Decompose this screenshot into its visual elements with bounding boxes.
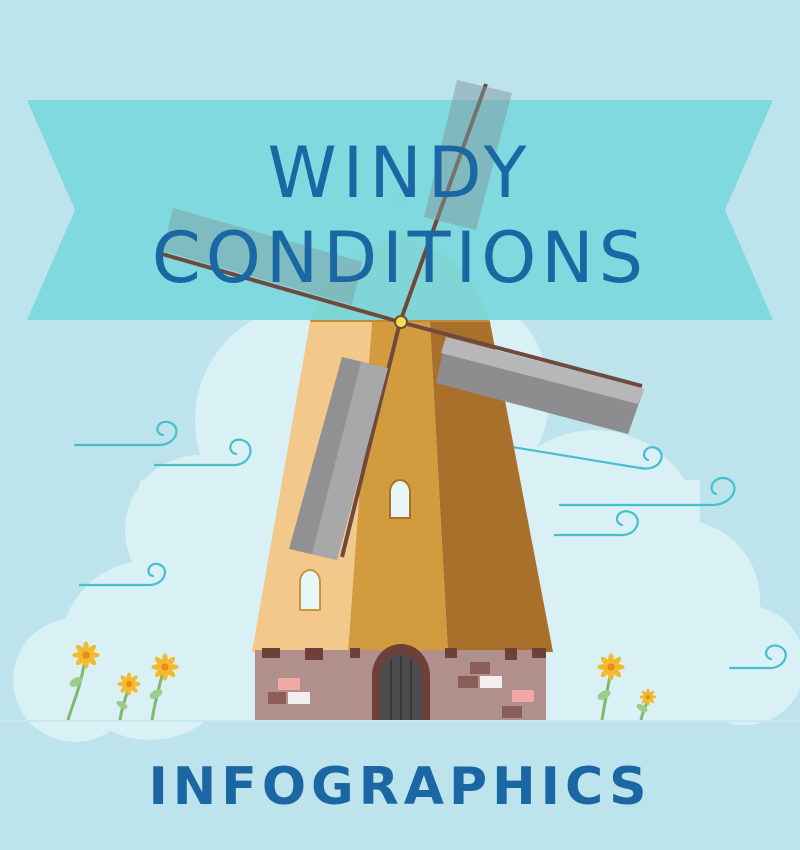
title-banner <box>27 100 773 320</box>
wind-swirls <box>73 420 787 670</box>
flowers-right <box>597 653 657 721</box>
flower-4 <box>597 653 625 681</box>
flower-5 <box>639 688 657 706</box>
ground-line <box>0 720 800 722</box>
flower-3 <box>151 653 179 681</box>
flower-1 <box>72 641 100 669</box>
flower-2 <box>117 672 141 696</box>
tower-windows <box>299 479 411 611</box>
title-line-1: WINDY <box>267 132 533 214</box>
flowers-left <box>66 641 179 721</box>
title-line-2: CONDITIONS <box>151 217 649 299</box>
windmill-blades <box>161 80 644 560</box>
stone-base <box>255 644 546 722</box>
footer-label: INFOGRAPHICS <box>148 757 652 817</box>
